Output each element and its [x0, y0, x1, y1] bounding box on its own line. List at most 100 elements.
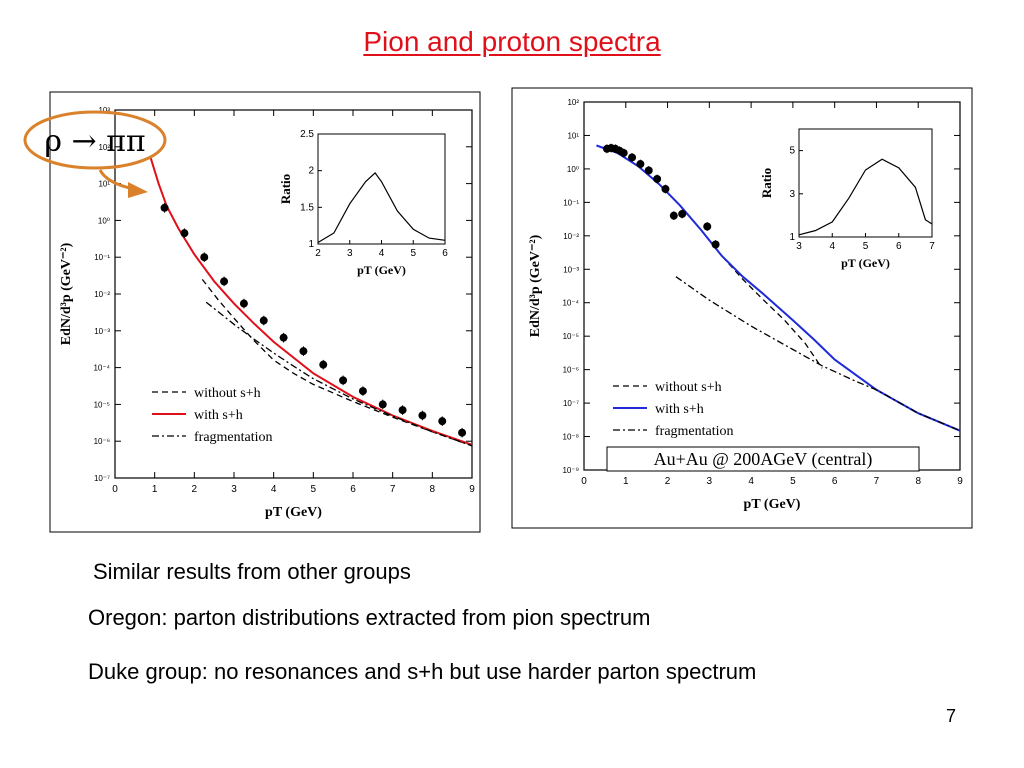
chart1-inset-y-label: Ratio: [759, 168, 774, 198]
chart1-inset-y-tick-label: 3: [789, 189, 795, 200]
chart1-y-tick-label: 10¹: [567, 131, 579, 140]
chart0-data-point: [418, 411, 427, 420]
chart0-inset-y-tick-label: 1: [308, 239, 314, 250]
chart0-x-tick-label: 4: [271, 484, 277, 495]
chart1-y-tick-label: 10⁻³: [563, 265, 579, 274]
chart1-x-tick-label: 1: [623, 476, 629, 487]
chart0-x-tick-label: 9: [469, 484, 475, 495]
chart1-x-tick-label: 5: [790, 476, 796, 487]
chart1-inset-ratio-line: [798, 158, 933, 236]
chart0-data-point: [220, 277, 229, 286]
chart0-series-with-s-h: [149, 157, 473, 446]
bullet-duke: Duke group: no resonances and s+h but us…: [88, 659, 757, 684]
chart0-data-point: [319, 360, 328, 369]
chart0-inset-x-tick-label: 3: [347, 248, 353, 259]
chart0-data-point: [378, 400, 387, 409]
chart0-inset-x-tick-label: 6: [442, 248, 448, 259]
chart0-data-point: [259, 316, 268, 325]
slide-title: Pion and proton spectra: [363, 26, 661, 57]
chart1-y-tick-label: 10⁻⁶: [563, 366, 579, 375]
chart0-inset-y-tick-label: 2: [308, 166, 314, 177]
chart0-inset-y-tick-label: 2.5: [300, 129, 314, 140]
chart1-inset-x-tick-label: 6: [896, 241, 902, 252]
chart1-annotation-text: Au+Au @ 200AGeV (central): [654, 449, 873, 470]
rho-annotation-ellipse: [23, 110, 167, 170]
chart1-legend-label: fragmentation: [655, 424, 734, 439]
chart1-x-axis-label: pT (GeV): [744, 497, 801, 512]
chart0-data-point: [160, 203, 169, 212]
chart1-y-tick-label: 10⁻⁹: [562, 466, 579, 475]
chart1-inset-y-tick-label: 1: [789, 232, 795, 243]
page-number: 7: [946, 706, 957, 726]
chart0-y-axis-label: EdN/d³p (GeV⁻²): [59, 242, 74, 345]
chart1-data-point: [628, 153, 637, 162]
chart1-data-point: [669, 211, 678, 220]
chart0-legend-label: without s+h: [194, 386, 261, 401]
chart0-inset-frame: [317, 133, 446, 245]
chart0-legend-label: with s+h: [194, 408, 243, 423]
chart0-data-point: [180, 229, 189, 238]
chart0-y-tick-label: 10⁻¹: [94, 253, 110, 262]
chart1-inset-frame: [798, 128, 933, 238]
chart0-series-fragmentation: [205, 301, 473, 447]
chart0-data-point: [438, 417, 447, 426]
chart1-x-tick-label: 3: [707, 476, 713, 487]
chart0-y-tick-label: 10⁻⁷: [94, 474, 110, 483]
chart1-legend-label: with s+h: [655, 402, 704, 417]
chart1-y-tick-label: 10⁰: [567, 165, 579, 174]
chart1-inset-x-tick-label: 3: [796, 241, 802, 252]
chart0-inset-y-tick-label: 1.5: [300, 202, 314, 213]
chart1-y-tick-label: 10²: [567, 98, 579, 107]
chart0-x-tick-label: 5: [311, 484, 317, 495]
chart1-x-tick-label: 9: [957, 476, 963, 487]
chart0-x-tick-label: 7: [390, 484, 396, 495]
chart1-inset-x-label: pT (GeV): [841, 256, 890, 270]
chart0-y-tick-label: 10¹: [98, 180, 110, 189]
chart1-frame: [511, 87, 973, 529]
chart0-inset-ratio-line: [317, 172, 446, 244]
chart1-x-tick-label: 0: [581, 476, 587, 487]
chart1-data-point: [711, 240, 720, 249]
chart1-data-point: [644, 166, 653, 175]
chart1-y-tick-label: 10⁻⁷: [563, 399, 579, 408]
chart0-frame: [49, 91, 481, 533]
chart0-y-tick-label: 10⁻⁴: [93, 364, 110, 373]
chart0-y-tick-label: 10⁻⁵: [94, 400, 110, 409]
chart0-inset-x-tick-label: 5: [410, 248, 416, 259]
chart0-data-point: [458, 428, 467, 437]
chart0-data-point: [239, 299, 248, 308]
chart1-inset-x-tick-label: 5: [863, 241, 869, 252]
rho-decay-label: ρ → ππ: [44, 124, 145, 159]
chart1-y-tick-label: 10⁻¹: [563, 198, 579, 207]
chart1-inset-x-tick-label: 4: [829, 241, 835, 252]
chart0-y-tick-label: 10²: [98, 143, 110, 152]
chart0-y-tick-label: 10⁰: [98, 216, 110, 225]
chart1-data-point: [653, 174, 662, 183]
chart1-y-tick-label: 10⁻⁸: [563, 433, 580, 442]
bullet-similar-results: Similar results from other groups: [93, 559, 411, 584]
chart1-inset-y-tick-label: 5: [789, 146, 795, 157]
chart0-series-without-s-h: [201, 279, 473, 447]
chart0-data-point: [339, 376, 348, 385]
chart0-inset-y-label: Ratio: [278, 174, 293, 204]
chart1-data-point: [661, 185, 670, 194]
chart0-data-point: [358, 387, 367, 396]
chart0-x-tick-label: 6: [350, 484, 356, 495]
chart1-x-tick-label: 6: [832, 476, 838, 487]
chart1-inset-x-tick-label: 7: [929, 241, 935, 252]
chart0-x-tick-label: 3: [231, 484, 237, 495]
chart0-y-tick-label: 10⁻²: [94, 290, 110, 299]
chart1-x-tick-label: 7: [874, 476, 880, 487]
chart1-x-tick-label: 8: [915, 476, 921, 487]
chart0-data-point: [200, 253, 209, 262]
chart0-x-tick-label: 0: [112, 484, 118, 495]
chart1-data-point: [703, 222, 712, 231]
chart0-x-tick-label: 8: [430, 484, 436, 495]
chart0-x-tick-label: 2: [192, 484, 198, 495]
chart1-data-point: [636, 160, 645, 169]
chart1-annotation-box: [606, 446, 920, 472]
chart0-x-axis-label: pT (GeV): [265, 505, 322, 520]
chart1-x-tick-label: 2: [665, 476, 671, 487]
